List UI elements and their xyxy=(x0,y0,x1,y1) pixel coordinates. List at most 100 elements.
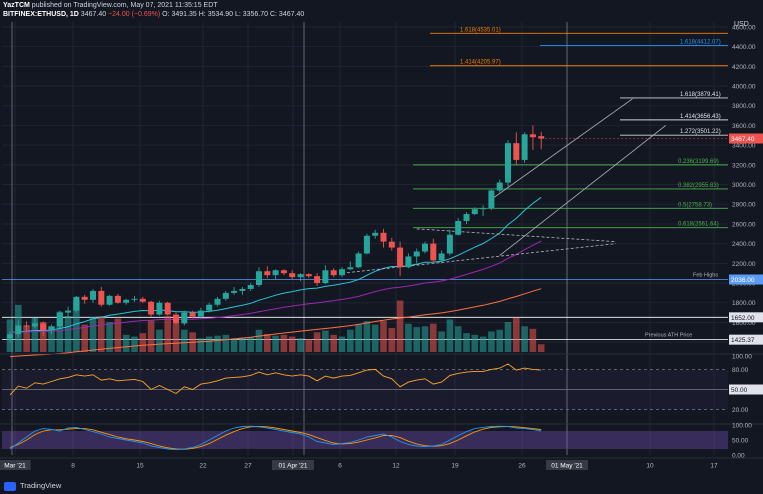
volume-bar xyxy=(122,334,130,352)
y-tick-label: 3000.00 xyxy=(732,182,756,189)
footer-bar xyxy=(0,478,763,494)
candle-body xyxy=(422,243,428,252)
x-tick-label: Mar '21 xyxy=(4,463,26,470)
y-tick-label: 1600.00 xyxy=(732,320,756,327)
x-tick-label: 19 xyxy=(451,463,459,470)
volume-bar xyxy=(513,317,520,352)
candle-body xyxy=(397,247,404,268)
candle-body xyxy=(156,302,163,315)
price-line-label: 2036.00 xyxy=(731,277,755,284)
candle-body xyxy=(513,143,520,160)
rsi-tick-label: 80.00 xyxy=(732,367,749,374)
time-axis-tag xyxy=(272,460,314,470)
candle-body xyxy=(314,276,321,284)
publisher-name: YazTCM xyxy=(3,2,30,9)
triangle-upper-line xyxy=(416,228,616,243)
brand-label[interactable]: TradingView xyxy=(20,481,62,490)
rsi-value-tag xyxy=(729,384,763,395)
time-axis-tag xyxy=(546,460,588,470)
x-tick-label: 22 xyxy=(199,463,207,470)
volume-bar xyxy=(23,326,30,352)
stoch-band xyxy=(2,431,728,449)
y-tick-label: 3800.00 xyxy=(732,103,756,110)
fib-label: 0.236(3199.69) xyxy=(678,159,719,165)
candle-body xyxy=(380,232,387,242)
volume-bar xyxy=(355,324,362,352)
stoch-k-line xyxy=(9,425,542,451)
volume-bar xyxy=(330,334,337,352)
candle-body xyxy=(347,267,354,270)
volume-bar xyxy=(405,323,412,352)
price-change: −24.00 (−0.69%) xyxy=(108,11,161,18)
candle-body xyxy=(455,220,462,235)
publish-line: YazTCM published on TradingView.com, May… xyxy=(3,2,218,9)
candle-body xyxy=(173,314,179,324)
volume-bar xyxy=(156,329,163,352)
candle-body xyxy=(123,299,130,303)
candle-body xyxy=(131,298,138,300)
stoch-tick-label: 0.00 xyxy=(732,453,745,460)
volume-bar xyxy=(338,336,346,352)
ema-fast-line xyxy=(9,196,542,333)
time-axis-tag xyxy=(0,460,31,470)
ema-slow-line xyxy=(9,240,542,333)
candle-body xyxy=(355,253,362,268)
volume-bar xyxy=(488,331,495,352)
volume-bar xyxy=(39,322,47,352)
volume-bar xyxy=(56,311,64,352)
candle-body xyxy=(90,290,96,300)
volume-bar xyxy=(504,322,512,352)
volume-bar xyxy=(297,338,304,352)
volume-bar xyxy=(264,334,271,352)
fib-label: 0.382(2955.83) xyxy=(678,183,719,189)
y-tick-label: 2600.00 xyxy=(732,221,756,228)
candle-body xyxy=(98,290,105,305)
volume-bar xyxy=(181,329,188,352)
candle-body xyxy=(529,134,536,138)
volume-bar xyxy=(239,337,246,352)
candle-body xyxy=(73,296,80,311)
candle-body xyxy=(7,334,13,339)
x-tick-label: 15 xyxy=(136,463,144,470)
rsi-tick-label: 100.00 xyxy=(732,354,752,361)
x-tick-label: 8 xyxy=(71,463,75,470)
volume-bar xyxy=(247,337,254,352)
candle-body xyxy=(239,288,246,291)
volume-bar xyxy=(172,323,180,352)
volume-bar xyxy=(114,318,122,352)
volume-bar xyxy=(371,324,379,352)
fib-label: 1.618(4412.07) xyxy=(680,39,721,45)
x-tick-label: 01 May '21 xyxy=(551,463,583,470)
stoch-d-line xyxy=(9,426,542,450)
tradingview-logo-icon[interactable] xyxy=(4,482,16,491)
y-tick-label: 3600.00 xyxy=(732,123,756,130)
publish-info: published on TradingView.com, May 07, 20… xyxy=(31,2,218,9)
volume-bar xyxy=(280,334,288,352)
x-tick-label: 27 xyxy=(244,463,252,470)
volume-bar xyxy=(322,330,329,352)
fib-label: 1.618(4535.01) xyxy=(460,27,501,33)
volume-bar xyxy=(305,339,313,352)
channel-upper-line xyxy=(491,98,633,200)
symbol-label: BITFINEX:ETHUSD, 1D xyxy=(3,11,79,18)
ohlc-values: O: 3491.35 H: 3534.90 L: 3356.70 C: 3467… xyxy=(162,11,305,18)
fib-label: 1.618(3879.41) xyxy=(680,92,721,98)
candle-body xyxy=(231,290,238,293)
volume-bar xyxy=(521,326,528,352)
volume-bar xyxy=(139,333,147,352)
candle-body xyxy=(114,295,121,303)
candle-body xyxy=(65,310,72,313)
fib-label: 0.5(2758.73) xyxy=(678,202,712,208)
candle-body xyxy=(430,243,437,261)
stoch-tick-label: 100.00 xyxy=(732,423,752,430)
candle-body xyxy=(31,323,38,327)
candle-body xyxy=(23,325,30,327)
candle-body xyxy=(139,298,146,302)
volume-bar xyxy=(454,326,462,352)
last-price-label: 3467.40 xyxy=(731,136,755,143)
x-tick-label: 10 xyxy=(646,463,654,470)
stoch-tick-label: 50.00 xyxy=(732,438,749,445)
fib-label: 1.414(4205.97) xyxy=(460,60,501,66)
